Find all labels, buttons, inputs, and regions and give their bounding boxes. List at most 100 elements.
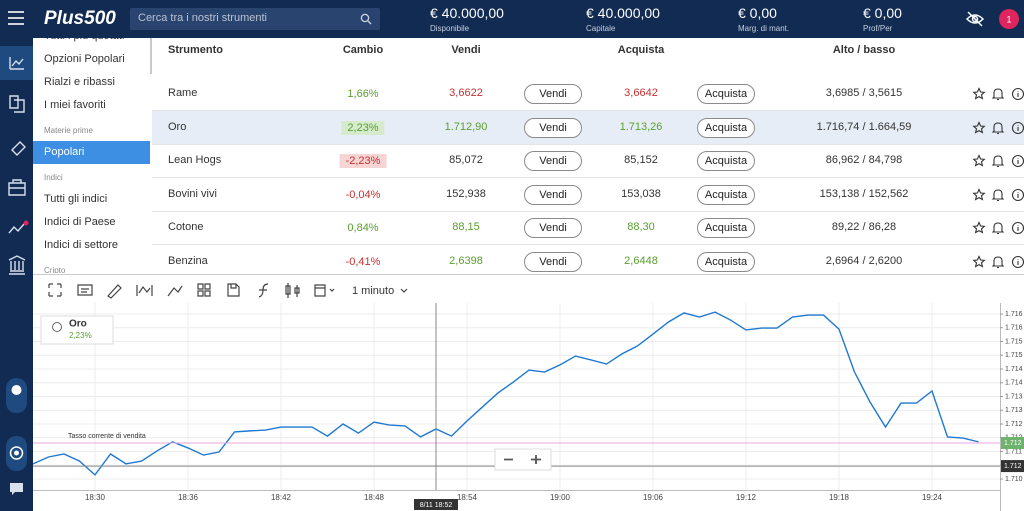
table-row[interactable]: Oro 2,23% 1.712,90 1.713,26 1.716,74 / 1.664… bbox=[152, 110, 1024, 145]
chart-bg bbox=[33, 274, 1024, 511]
nav-orders[interactable] bbox=[9, 95, 25, 113]
notification-badge[interactable] bbox=[999, 9, 1019, 29]
target-dot bbox=[14, 450, 19, 456]
sell-button[interactable]: Vendi bbox=[524, 184, 582, 205]
x-tick-label: 19:06 bbox=[643, 493, 664, 502]
menu-item[interactable]: Opzioni Popolari bbox=[44, 53, 125, 65]
notification-count: 1 bbox=[1006, 14, 1011, 24]
nav-chart[interactable] bbox=[9, 57, 24, 70]
table-row[interactable]: Rame 1,66% 3,6622 3,6642 3,6985 / 3,5615 Vend… bbox=[152, 77, 1024, 111]
y-tick-label: 1.714 bbox=[1005, 366, 1023, 373]
table-row[interactable]: Benzina -0,41% 2,6398 2,6448 2,6964 / 2,6200… bbox=[152, 245, 1024, 275]
tool-fx[interactable] bbox=[258, 283, 269, 298]
menu-scrollbar bbox=[150, 38, 153, 74]
menu-icon[interactable] bbox=[8, 11, 24, 25]
hide-icon[interactable] bbox=[965, 11, 985, 27]
table-row[interactable]: Cotone 0,84% 88,15 88,30 89,22 / 86,28 Vendi A… bbox=[152, 211, 1024, 245]
tool-candles[interactable] bbox=[285, 283, 300, 298]
sell-rate-price: 1.712 bbox=[1004, 440, 1022, 447]
row-actions[interactable] bbox=[972, 154, 1024, 173]
x-tick-label: 18:42 bbox=[271, 493, 292, 502]
sell-button[interactable]: Vendi bbox=[524, 218, 582, 238]
legend-change: 2,23% bbox=[69, 331, 92, 340]
stat-value: € 40.000,00 bbox=[586, 5, 660, 21]
nav-tag[interactable] bbox=[11, 141, 26, 156]
x-tick-label: 19:00 bbox=[550, 493, 571, 502]
menu-item[interactable]: Tutti gli indici bbox=[44, 193, 108, 205]
sell-button[interactable]: Vendi bbox=[524, 84, 582, 104]
row-actions[interactable] bbox=[972, 221, 1024, 240]
table-header: Strumento Cambio Vendi Acquista Alto / basso bbox=[152, 38, 1024, 62]
table-row[interactable]: Lean Hogs -2,23% 85,072 85,152 86,962 / 84,7… bbox=[152, 144, 1024, 178]
instrument-table: Vendi Acquista Rame 1,66% 3,6622 3,6642 3,6985… bbox=[152, 38, 1024, 274]
tool-calendar[interactable] bbox=[314, 284, 335, 297]
sell-price: 88,15 bbox=[452, 221, 480, 233]
menu-heading: Indici bbox=[44, 173, 63, 182]
high-low: 86,962 / 84,798 bbox=[825, 154, 903, 166]
search-icon bbox=[360, 13, 372, 25]
row-actions[interactable] bbox=[972, 120, 1024, 140]
theme-toggle[interactable] bbox=[6, 378, 27, 413]
menu-item[interactable]: Rialzi e ribassi bbox=[44, 76, 115, 88]
row-actions[interactable] bbox=[972, 87, 1024, 106]
menu-item[interactable]: Indici di settore bbox=[44, 239, 118, 251]
instrument-name: Lean Hogs bbox=[168, 154, 222, 166]
menu-item[interactable]: Popolari bbox=[33, 141, 150, 164]
interval[interactable]: 1 minuto bbox=[352, 285, 394, 297]
x-tick-label: 18:30 bbox=[85, 493, 106, 502]
tool-save[interactable] bbox=[227, 283, 240, 297]
buy-price: 3,6642 bbox=[624, 87, 658, 99]
tool-trend[interactable] bbox=[167, 285, 183, 297]
row-actions[interactable] bbox=[972, 254, 1024, 274]
high-low: 2,6964 / 2,6200 bbox=[825, 254, 903, 267]
tool-layout[interactable] bbox=[197, 283, 211, 297]
sell-button[interactable]: Vendi bbox=[524, 251, 582, 272]
stat-label: Marg. di mant. bbox=[738, 24, 790, 33]
column-header: Strumento bbox=[168, 44, 223, 56]
interval-caret[interactable] bbox=[400, 288, 408, 293]
top-icons: 1 bbox=[8, 9, 1019, 29]
zoom-buttons[interactable] bbox=[504, 455, 541, 464]
table-row[interactable]: Bovini vivi -0,04% 152,938 153,038 153,138 /… bbox=[152, 178, 1024, 212]
buy-button[interactable]: Acquista bbox=[697, 251, 755, 272]
buy-price: 1.713,26 bbox=[619, 120, 663, 133]
crosshair-time: 8/11 18:52 bbox=[420, 502, 453, 509]
y-tick-label: 1.710 bbox=[1005, 476, 1023, 483]
logo[interactable]: Plus500 bbox=[44, 8, 116, 29]
nav-portfolio[interactable] bbox=[8, 179, 26, 196]
menu-item[interactable]: Indici di Paese bbox=[44, 216, 116, 228]
legend-info[interactable] bbox=[52, 322, 62, 332]
tool-draw[interactable] bbox=[107, 284, 122, 299]
row-actions[interactable] bbox=[972, 187, 1024, 207]
stat-label: Prof/Per bbox=[863, 24, 893, 33]
sell-button[interactable]: Vendi bbox=[524, 117, 582, 138]
buy-button[interactable]: Acquista bbox=[697, 84, 755, 104]
sell-button[interactable]: Vendi bbox=[524, 151, 582, 171]
tool-indicator[interactable] bbox=[136, 285, 153, 296]
price-line bbox=[32, 311, 979, 476]
tool-notes[interactable] bbox=[77, 284, 93, 296]
buy-button[interactable]: Acquista bbox=[697, 218, 755, 238]
menu-item[interactable]: I miei favoriti bbox=[44, 99, 106, 111]
price-axis-bg bbox=[1000, 303, 1024, 511]
column-header: Acquista bbox=[617, 44, 665, 56]
y-tick-label: 1.716 bbox=[1005, 311, 1023, 318]
x-tick-label: 19:18 bbox=[829, 493, 850, 502]
x-tick-label: 18:54 bbox=[457, 493, 478, 502]
instrument-name: Bovini vivi bbox=[168, 187, 217, 200]
change: -0,41% bbox=[345, 255, 381, 268]
buy-button[interactable]: Acquista bbox=[697, 184, 755, 205]
toolbar bbox=[48, 283, 408, 299]
nav-bank[interactable] bbox=[8, 255, 26, 275]
x-tick-label: 18:36 bbox=[178, 493, 199, 502]
high-low: 3,6985 / 3,5615 bbox=[825, 87, 903, 99]
y-tick-label: 1.715 bbox=[1005, 338, 1023, 345]
nav-alerts[interactable] bbox=[8, 223, 25, 234]
buy-button[interactable]: Acquista bbox=[697, 151, 755, 171]
high-low: 1.716,74 / 1.664,59 bbox=[816, 120, 912, 133]
tool-fullscreen[interactable] bbox=[48, 283, 62, 297]
buy-button[interactable]: Acquista bbox=[697, 117, 755, 138]
search-box[interactable]: Cerca tra i nostri strumenti bbox=[130, 8, 380, 30]
change: -0,04% bbox=[345, 188, 381, 201]
chat-icon[interactable] bbox=[10, 483, 23, 495]
